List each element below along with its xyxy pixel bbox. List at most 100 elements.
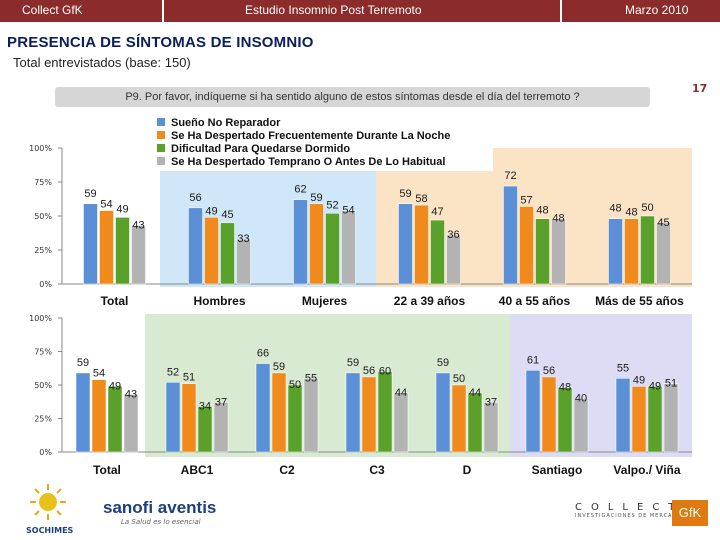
bar: [608, 218, 623, 285]
data-label: 72: [504, 170, 516, 182]
data-label: 56: [189, 192, 201, 204]
bar: [519, 206, 534, 285]
category-label: Valpo./ Viña: [613, 463, 680, 477]
bar: [467, 392, 483, 453]
bar: [309, 203, 324, 285]
sun-icon: [30, 484, 66, 520]
legend-label: Sueño No Reparador: [171, 117, 281, 129]
y-tick-label: 50%: [34, 212, 52, 221]
question-box: P9. Por favor, indíqueme si ha sentido a…: [55, 87, 650, 107]
data-label: 37: [485, 396, 497, 408]
header-separator: [560, 0, 562, 22]
category-label: Total: [93, 463, 121, 477]
data-label: 55: [617, 362, 629, 374]
bar: [99, 210, 114, 285]
data-label: 52: [326, 199, 338, 211]
data-label: 57: [520, 194, 532, 206]
data-label: 36: [447, 229, 459, 241]
legend-box: [148, 114, 493, 171]
legend-label: Se Ha Despertado Frecuentemente Durante …: [171, 130, 450, 142]
category-label: ABC1: [181, 463, 214, 477]
sochimes-text: SOCHIMES: [26, 526, 74, 535]
data-label: 55: [305, 372, 317, 384]
y-tick-label: 50%: [34, 381, 52, 390]
bar: [377, 371, 393, 453]
bar: [435, 372, 451, 453]
category-label: 22 a 39 años: [394, 294, 466, 308]
data-label: 50: [289, 379, 301, 391]
y-tick-label: 100%: [29, 314, 52, 323]
data-label: 49: [205, 205, 217, 217]
data-label: 60: [379, 366, 391, 378]
data-label: 43: [125, 388, 137, 400]
bar: [188, 207, 203, 285]
y-tick-label: 0%: [39, 448, 52, 457]
category-label: 40 a 55 años: [499, 294, 571, 308]
bar: [107, 386, 123, 453]
data-label: 49: [633, 374, 645, 386]
bar: [525, 370, 541, 453]
data-label: 62: [294, 184, 306, 196]
sanofi-tagline: La Salud es lo esencial: [121, 518, 201, 526]
bar: [557, 387, 573, 453]
bar: [115, 217, 130, 285]
data-label: 44: [395, 387, 407, 399]
data-label: 50: [453, 373, 465, 385]
category-label: Santiago: [532, 463, 583, 477]
bar: [430, 219, 445, 285]
bar: [341, 210, 356, 285]
page-number: 17: [692, 82, 708, 95]
bar: [165, 382, 181, 453]
header-center: Estudio Insomnio Post Terremoto: [245, 3, 422, 17]
data-label: 37: [215, 396, 227, 408]
bar: [451, 384, 467, 453]
y-tick-label: 75%: [34, 178, 52, 187]
bar: [236, 238, 251, 285]
bar: [181, 383, 197, 453]
bar: [255, 363, 271, 453]
bar: [123, 394, 139, 453]
bar: [446, 234, 461, 285]
y-tick-label: 0%: [39, 280, 52, 289]
bar: [197, 406, 213, 453]
data-label: 49: [116, 203, 128, 215]
header-right: Marzo 2010: [625, 3, 689, 17]
data-label: 59: [273, 361, 285, 373]
bar: [663, 383, 679, 453]
bar: [91, 379, 107, 453]
data-label: 54: [342, 205, 354, 217]
bar: [271, 372, 287, 453]
bar: [220, 222, 235, 285]
data-label: 59: [347, 357, 359, 369]
sochimes-logo: SOCHIMES: [26, 482, 74, 535]
bar: [631, 386, 647, 453]
category-label: Hombres: [193, 294, 245, 308]
data-label: 48: [609, 203, 621, 215]
bar: [640, 215, 655, 285]
bar: [573, 398, 589, 453]
bar: [647, 386, 663, 453]
bar: [483, 402, 499, 453]
data-label: 48: [536, 205, 548, 217]
legend-swatch: [157, 118, 165, 126]
header-separator: [162, 0, 164, 22]
bar: [287, 384, 303, 453]
bar: [656, 222, 671, 285]
data-label: 48: [552, 213, 564, 225]
data-label: 33: [237, 233, 249, 245]
data-label: 52: [167, 366, 179, 378]
bar: [615, 378, 631, 453]
category-label: C2: [279, 463, 295, 477]
data-label: 56: [543, 365, 555, 377]
category-label: D: [463, 463, 472, 477]
data-label: 34: [199, 400, 211, 412]
bar: [75, 372, 91, 453]
data-label: 44: [469, 387, 481, 399]
bar: [541, 376, 557, 453]
legend-swatch: [157, 157, 165, 165]
legend-swatch: [157, 131, 165, 139]
category-label: Total: [101, 294, 129, 308]
legend-label: Se Ha Despertado Temprano O Antes De Lo …: [171, 156, 445, 168]
bar: [204, 217, 219, 285]
data-label: 48: [559, 382, 571, 394]
